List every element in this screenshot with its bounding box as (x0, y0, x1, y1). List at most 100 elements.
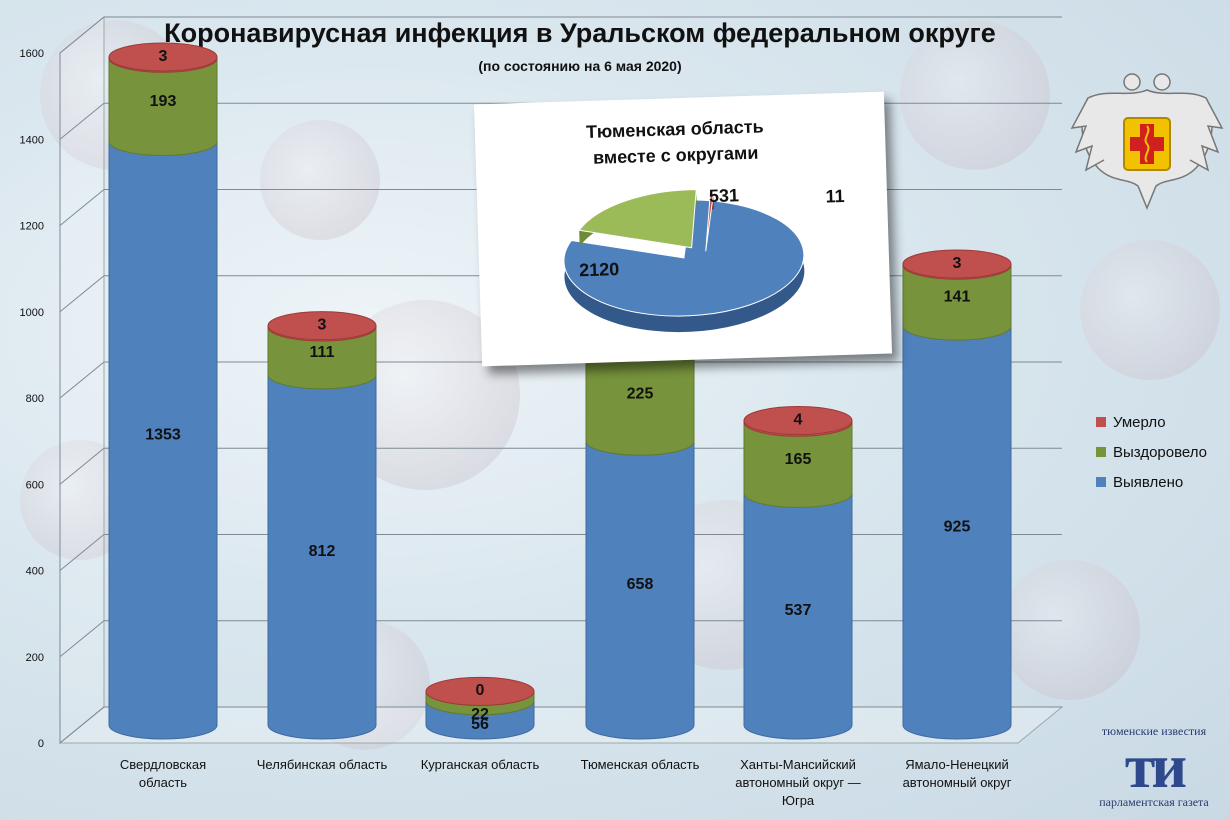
y-tick-label: 1400 (20, 134, 44, 146)
gridline-diag (59, 706, 105, 744)
x-tick-label-line: Челябинская область (256, 757, 388, 772)
bar-segment (902, 325, 1012, 740)
gridline-diag (59, 16, 105, 54)
x-tick-label-line: Свердловская (119, 757, 207, 772)
x-tick-label: Курганская область (400, 756, 560, 774)
x-tick-label: Тюменская область (560, 756, 720, 774)
x-tick-label-line: Ямало-Ненецкий (905, 757, 1009, 772)
x-tick-label: Свердловская область (83, 756, 243, 792)
bar-segment (267, 326, 377, 390)
x-tick-label-line: область (138, 775, 188, 790)
y-tick-label: 800 (26, 393, 44, 405)
bar-segment (743, 421, 853, 508)
bar-top-cap (425, 676, 535, 706)
pie-slice (705, 192, 715, 252)
gridlines: 0 200 400 600 800 1000 1200 1400 1600 (20, 16, 1062, 750)
background-virus (1080, 240, 1220, 380)
bar-segment (585, 440, 695, 740)
bar-value-label: 22 (471, 706, 489, 723)
bar-value-label: 1353 (145, 426, 181, 443)
gridline-diag (59, 534, 105, 571)
y-tick-label: 1200 (20, 221, 44, 233)
y-tick-label: 1000 (20, 307, 44, 319)
bar-value-label: 111 (310, 344, 335, 361)
y-tick-label: 200 (26, 652, 44, 664)
bar-value-label: 56 (471, 716, 489, 733)
x-tick-label-line: Курганская область (420, 757, 540, 772)
bar-top-cap (902, 249, 1012, 279)
x-tick-label: Челябинская область (242, 756, 402, 774)
bar-segment (267, 374, 377, 740)
bar-segment (108, 141, 218, 740)
y-tick-label: 0 (38, 738, 44, 750)
background-virus (1000, 560, 1140, 700)
bar-value-label: 812 (309, 543, 336, 560)
bar-value-label: 658 (627, 576, 654, 593)
x-tick-label-line: автономный округ — (735, 775, 861, 790)
bar-value-label: 925 (944, 519, 971, 536)
rospotrebnadzor-emblem-icon (1070, 73, 1224, 210)
chart-subtitle: (по состоянию на 6 мая 2020) (478, 58, 682, 74)
bar-segment (743, 492, 853, 740)
bar-segment (902, 264, 1012, 341)
legend-label: Умерло (1113, 413, 1166, 431)
pie-slice (578, 189, 697, 249)
bar-value-label: 3 (318, 317, 327, 334)
bar-segment (585, 343, 695, 456)
pie-slice-label: 11 (825, 186, 845, 207)
bar-stack: 537 165 4 (743, 406, 853, 740)
gridline-diag (59, 361, 105, 399)
pie-slice-label: 2120 (579, 259, 620, 280)
x-tick-label-line: Югра (781, 793, 815, 808)
background-virus (900, 20, 1050, 170)
background-virus (260, 120, 380, 240)
inset-pie-card: Тюменская область вместе с округами 2120… (473, 91, 893, 367)
legend-swatch-detected (1096, 477, 1106, 487)
gridline-diag (59, 447, 105, 485)
gridline-diag (59, 102, 105, 140)
bar-stack: 812 111 3 (267, 311, 377, 740)
bar-stack: 925 141 3 (902, 249, 1012, 740)
legend-item: Выздоровело (1096, 437, 1207, 467)
x-tick-label-line: Ханты-Мансийский (740, 757, 856, 772)
bar-value-label: 165 (785, 451, 812, 468)
inset-pie-chart: 2120 531 11 (563, 185, 845, 333)
bar-stack: 1353 193 3 (108, 42, 218, 740)
brand-bottom-line: парламентская газета (1099, 795, 1209, 809)
legend-label: Выздоровело (1113, 443, 1208, 461)
bar-top-cap (267, 311, 377, 341)
bar-value-label: 537 (785, 602, 812, 619)
x-tick-label: Ямало-Ненецкий автономный округ (877, 756, 1037, 792)
pie-slice (563, 199, 805, 317)
x-tick-label-line: Тюменская область (580, 757, 700, 772)
gridline-diag (59, 275, 105, 313)
legend-swatch-died (1096, 417, 1106, 427)
legend-item: Умерло (1096, 407, 1207, 437)
legend-label: Выявлено (1113, 473, 1184, 491)
x-tick-label: Ханты-Мансийский автономный округ — Югра (718, 756, 878, 810)
bar-value-label: 3 (159, 48, 168, 65)
bar-value-label: 0 (476, 682, 485, 699)
brand-mark: ти (1124, 733, 1187, 801)
pie-slice-label: 531 (709, 185, 740, 206)
chart-title: Коронавирусная инфекция в Уральском феде… (164, 18, 996, 48)
brand-top-line: тюменские известия (1101, 724, 1207, 738)
gridline-diag (59, 189, 105, 226)
x-tick-label-line: автономный округ (902, 775, 1012, 790)
bar-value-label: 141 (944, 289, 971, 306)
bar-top-cap (743, 406, 853, 436)
y-tick-label: 1600 (20, 48, 44, 60)
legend-item: Выявлено (1096, 467, 1207, 497)
y-tick-label: 600 (26, 479, 44, 491)
bar-value-label: 3 (953, 255, 962, 272)
legend-swatch-recovered (1096, 447, 1106, 457)
bar-value-label: 4 (794, 412, 803, 429)
gridline-diag (59, 620, 105, 658)
newspaper-brand-logo: тюменские известия ти парламентская газе… (1084, 724, 1224, 810)
bar-top-cap (108, 42, 218, 72)
bar-value-label: 193 (150, 93, 177, 110)
bar-value-label: 225 (627, 386, 654, 403)
bar-stack: 6582254 (585, 327, 695, 740)
y-tick-label: 400 (26, 566, 44, 578)
